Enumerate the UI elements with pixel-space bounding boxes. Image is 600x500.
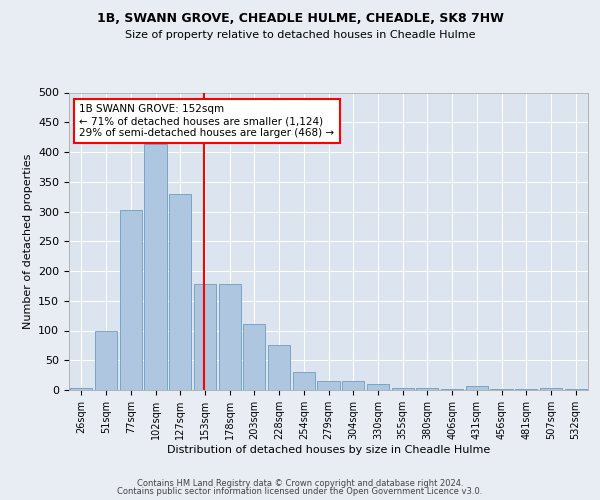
Bar bbox=[565, 389, 587, 390]
Bar bbox=[317, 381, 340, 390]
Bar bbox=[95, 331, 117, 390]
Bar bbox=[119, 210, 142, 390]
Y-axis label: Number of detached properties: Number of detached properties bbox=[23, 154, 32, 329]
Bar bbox=[218, 284, 241, 390]
Text: 1B, SWANN GROVE, CHEADLE HULME, CHEADLE, SK8 7HW: 1B, SWANN GROVE, CHEADLE HULME, CHEADLE,… bbox=[97, 12, 503, 26]
Text: 1B SWANN GROVE: 152sqm
← 71% of detached houses are smaller (1,124)
29% of semi-: 1B SWANN GROVE: 152sqm ← 71% of detached… bbox=[79, 104, 335, 138]
Text: Contains HM Land Registry data © Crown copyright and database right 2024.: Contains HM Land Registry data © Crown c… bbox=[137, 478, 463, 488]
Bar bbox=[243, 324, 265, 390]
Bar bbox=[441, 389, 463, 390]
Text: Size of property relative to detached houses in Cheadle Hulme: Size of property relative to detached ho… bbox=[125, 30, 475, 40]
Bar bbox=[367, 384, 389, 390]
Bar bbox=[145, 144, 167, 390]
Bar bbox=[392, 388, 414, 390]
Bar bbox=[466, 386, 488, 390]
Bar bbox=[293, 372, 315, 390]
Bar bbox=[268, 346, 290, 390]
Bar bbox=[342, 381, 364, 390]
Bar bbox=[490, 389, 512, 390]
Bar bbox=[169, 194, 191, 390]
X-axis label: Distribution of detached houses by size in Cheadle Hulme: Distribution of detached houses by size … bbox=[167, 444, 490, 454]
Bar bbox=[540, 388, 562, 390]
Bar bbox=[416, 388, 439, 390]
Bar bbox=[194, 284, 216, 390]
Bar bbox=[70, 388, 92, 390]
Text: Contains public sector information licensed under the Open Government Licence v3: Contains public sector information licen… bbox=[118, 487, 482, 496]
